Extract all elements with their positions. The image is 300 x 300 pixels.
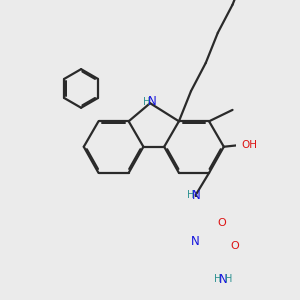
Text: H: H [143, 97, 150, 106]
Text: H: H [225, 274, 232, 284]
Text: N: N [148, 95, 157, 108]
Text: N: N [218, 273, 227, 286]
Text: N: N [191, 236, 200, 248]
Text: OH: OH [242, 140, 258, 150]
Text: O: O [218, 218, 226, 228]
Text: H: H [214, 274, 221, 284]
Text: N: N [192, 188, 201, 202]
Text: O: O [231, 241, 240, 251]
Text: H: H [187, 190, 194, 200]
